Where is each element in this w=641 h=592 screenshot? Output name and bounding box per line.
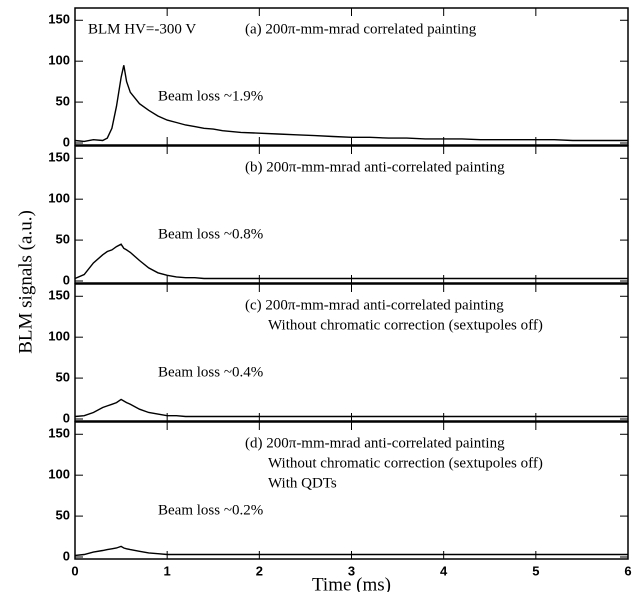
x-tick-label: 2 (256, 563, 263, 578)
y-axis-label: BLM signals (a.u.) (15, 210, 36, 354)
y-tick-label: 50 (56, 370, 70, 385)
y-tick-label: 50 (56, 94, 70, 109)
beam-loss-note: Beam loss ~0.4% (158, 364, 263, 380)
x-tick-label: 6 (624, 563, 631, 578)
y-tick-label: 0 (63, 134, 70, 149)
panel-label: Without chromatic correction (sextupoles… (268, 317, 543, 333)
x-tick-label: 5 (532, 563, 539, 578)
y-tick-label: 100 (48, 467, 70, 482)
y-tick-label: 0 (63, 272, 70, 287)
y-tick-label: 100 (48, 191, 70, 206)
y-tick-label: 50 (56, 232, 70, 247)
beam-loss-note: Beam loss ~0.2% (158, 502, 263, 518)
x-axis-label: Time (ms) (312, 574, 391, 592)
y-tick-label: 150 (48, 12, 70, 27)
panel-label: Without chromatic correction (sextupoles… (268, 455, 543, 471)
y-tick-label: 50 (56, 508, 70, 523)
x-tick-label: 3 (348, 563, 355, 578)
panel-label: With QDTs (268, 475, 337, 491)
y-tick-label: 0 (63, 410, 70, 425)
y-tick-label: 0 (63, 548, 70, 563)
panel-label: (d) 200π-mm-mrad anti-correlated paintin… (245, 435, 505, 451)
signal-line (74, 243, 628, 280)
x-tick-label: 4 (440, 563, 448, 578)
y-tick-label: 150 (48, 288, 70, 303)
panel-label: (c) 200π-mm-mrad anti-correlated paintin… (245, 297, 504, 313)
beam-loss-note: Beam loss ~1.9% (158, 88, 263, 104)
y-tick-label: 100 (48, 53, 70, 68)
y-tick-label: 150 (48, 426, 70, 441)
y-tick-label: 150 (48, 150, 70, 165)
signal-line (74, 545, 628, 557)
panel-label: (a) 200π-mm-mrad correlated painting (245, 21, 477, 37)
panel-label: (b) 200π-mm-mrad anti-correlated paintin… (245, 159, 505, 175)
y-tick-label: 100 (48, 329, 70, 344)
hv-label: BLM HV=-300 V (88, 21, 196, 37)
x-tick-label: 0 (71, 563, 78, 578)
signal-line (74, 65, 628, 143)
signal-line (74, 398, 628, 418)
x-tick-label: 1 (164, 563, 171, 578)
beam-loss-note: Beam loss ~0.8% (158, 226, 263, 242)
